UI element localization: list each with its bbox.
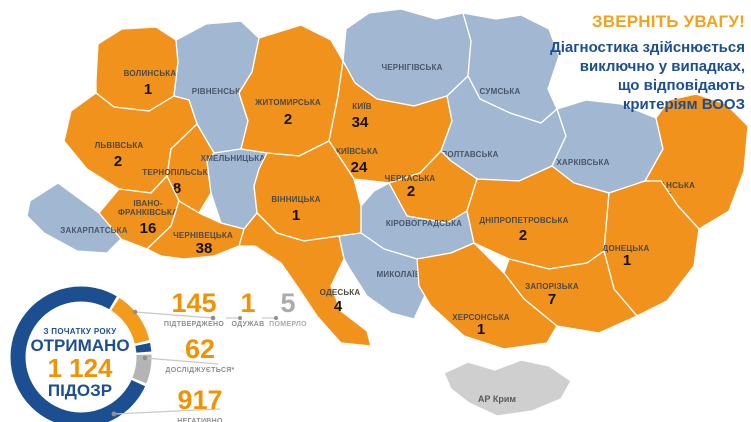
suspicions-donut-chart: З ПОЧАТКУ РОКУ ОТРИМАНО 1 124 ПІДОЗР <box>10 286 153 422</box>
notice-block: ЗВЕРНІТЬ УВАГУ! Діагностика здійснюється… <box>475 12 745 114</box>
region-kherson-cases: 1 <box>477 321 485 338</box>
region-volyn: ВОЛИНСЬКА 1 <box>95 26 179 112</box>
region-zakarpattia: ЗАКАРПАТСЬКА <box>26 182 128 254</box>
region-chernihiv-label: ЧЕРНІГІВСЬКА <box>381 63 442 72</box>
stat-confirmed-label: ПІДТВЕРДЖЕНО <box>163 321 225 328</box>
region-chernivtsi-cases: 38 <box>196 240 213 257</box>
stat-confirmed: 145 ПІДТВЕРДЖЕНО <box>162 288 226 329</box>
region-donetsk-label: ДОНЕЦЬКА <box>603 244 650 253</box>
donut-received-label: ОТРИМАНО <box>30 336 129 355</box>
stat-investigating-label: ДОСЛІДЖУЄТЬСЯ* <box>165 367 235 374</box>
region-odesa-cases: 4 <box>334 298 343 315</box>
donut-bottom-label: ПІДОЗР <box>48 381 112 400</box>
region-ivano-frankivsk-label-line1: ІВАНО- <box>133 199 162 208</box>
leader-lines <box>111 309 278 417</box>
region-cherkasy-cases: 2 <box>407 183 415 200</box>
region-volyn-cases: 1 <box>144 81 152 98</box>
region-zhytomyr-label: ЖИТОМИРСЬКА <box>254 98 321 107</box>
region-odesa-shape <box>238 212 372 347</box>
stat-died-value: 5 <box>280 288 296 318</box>
region-kyiv-oblast-cases: 24 <box>351 159 368 176</box>
region-kherson: ХЕРСОНСЬКА 1 <box>416 242 558 350</box>
region-kyiv-oblast-label: КИЇВСЬКА <box>336 147 378 156</box>
donut-segment-investigating <box>132 354 152 384</box>
region-ivano-frankivsk: ІВАНО- ФРАНКІВСЬКА 16 <box>98 175 180 250</box>
stat-negative: 917 НЕГАТИВНО <box>158 387 242 422</box>
region-mykolaiv: МИКОЛАЇВСЬКА <box>338 232 444 320</box>
region-donetsk: ДОНЕЦЬКА 1 <box>603 180 700 317</box>
notice-line-3: що відповідають <box>617 77 745 94</box>
region-zhytomyr: ЖИТОМИРСЬКА 2 <box>238 24 344 157</box>
stat-died: 5 ПОМЕРЛО <box>266 288 310 329</box>
region-ivano-frankivsk-label-line2: ФРАНКІВСЬКА <box>118 208 178 217</box>
region-chernivtsi-label: ЧЕРНІВЕЦЬКА <box>173 231 233 240</box>
stat-investigating: 62 ДОСЛІДЖУЄТЬСЯ* <box>160 334 240 375</box>
region-luhansk-label: ЛУГАНСЬКА <box>645 181 695 190</box>
region-kherson-shape <box>416 242 558 350</box>
region-kyiv-city: КИЇВ 34 <box>352 102 372 131</box>
region-zaporizhzhia-label: ЗАПОРІЗЬКА <box>525 282 579 291</box>
stat-negative-value: 917 <box>177 385 223 415</box>
region-kirovohrad-label: КІРОВОГРАДСЬКА <box>386 219 462 228</box>
stat-investigating-value: 62 <box>184 334 216 364</box>
region-vinnytsia-label: ВІННИЦЬКА <box>271 195 320 204</box>
region-lviv-cases: 2 <box>114 153 122 170</box>
stat-recovered: 1 ОДУЖАВ <box>228 288 268 329</box>
region-zakarpattia-label: ЗАКАРПАТСЬКА <box>60 226 127 235</box>
stat-recovered-value: 1 <box>240 288 256 318</box>
region-kyiv-city-label: КИЇВ <box>352 102 371 111</box>
region-ternopil-label: ТЕРНОПІЛЬСЬКА <box>142 168 214 177</box>
region-vinnytsia: ВІННИЦЬКА 1 <box>253 140 362 242</box>
region-cherkasy-label: ЧЕРКАСЬКА <box>385 174 436 183</box>
region-zhytomyr-cases: 2 <box>284 111 292 128</box>
region-kherson-label: ХЕРСОНСЬКА <box>452 313 510 322</box>
region-sumy-label: СУМСЬКА <box>480 87 521 96</box>
region-donetsk-cases: 1 <box>623 252 631 269</box>
region-donetsk-shape <box>603 180 700 317</box>
region-vinnytsia-cases: 1 <box>292 207 300 224</box>
stat-died-label: ПОМЕРЛО <box>269 321 307 328</box>
stat-negative-label: НЕГАТИВНО <box>177 418 223 422</box>
region-kyiv-city-cases: 34 <box>352 114 369 131</box>
region-khmelnytskyi-label: ХМЕЛЬНИЦЬКА <box>201 154 266 163</box>
notice-line-2: виключно у випадках, <box>579 58 745 75</box>
notice-line-1: Діагностика здійснюється <box>550 39 745 56</box>
region-odesa: ОДЕСЬКА 4 <box>238 212 372 347</box>
donut-segment-confirmed <box>110 297 150 344</box>
donut-total-value: 1 124 <box>47 353 113 383</box>
region-mykolaiv-shape <box>338 232 428 320</box>
region-poltava-label: ПОЛТАВСЬКА <box>441 150 498 159</box>
notice-line-4: критеріям ВООЗ <box>622 96 745 113</box>
region-crimea: АР Крим <box>443 359 572 417</box>
region-zakarpattia-shape <box>26 182 122 254</box>
notice-headline: ЗВЕРНІТЬ УВАГУ! <box>591 12 745 31</box>
region-zaporizhzhia-cases: 7 <box>548 291 556 308</box>
stat-recovered-label: ОДУЖАВ <box>231 321 265 328</box>
region-crimea-shape <box>443 359 572 417</box>
region-dnipropetrovsk-label: ДНІПРОПЕТРОВСЬКА <box>479 216 568 225</box>
region-volyn-label: ВОЛИНСЬКА <box>124 69 177 78</box>
region-crimea-label: АР Крим <box>478 394 517 404</box>
region-dnipropetrovsk-cases: 2 <box>519 227 527 244</box>
region-ivano-frankivsk-cases: 16 <box>140 220 157 237</box>
region-ternopil-cases: 8 <box>173 180 181 197</box>
donut-top-label: З ПОЧАТКУ РОКУ <box>43 327 117 336</box>
region-rivne-label: РІВНЕНСЬКА <box>192 87 246 96</box>
region-kharkiv-label: ХАРКІВСЬКА <box>556 158 609 167</box>
region-mykolaiv-label: МИКОЛАЇВСЬКА <box>377 270 444 279</box>
region-lviv-label: ЛЬВІВСЬКА <box>95 141 144 150</box>
region-odesa-label: ОДЕСЬКА <box>320 288 361 297</box>
stat-confirmed-value: 145 <box>171 288 217 318</box>
region-chernivtsi: ЧЕРНІВЕЦЬКА 38 <box>146 200 245 260</box>
